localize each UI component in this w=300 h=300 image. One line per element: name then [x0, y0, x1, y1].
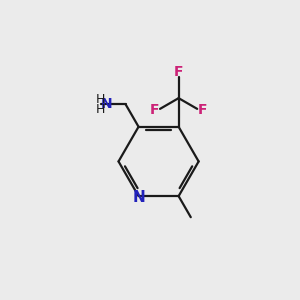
Text: H: H: [95, 93, 105, 106]
Text: N: N: [132, 190, 145, 205]
Text: F: F: [174, 64, 183, 79]
Text: F: F: [150, 103, 160, 117]
Text: F: F: [198, 103, 207, 117]
Text: N: N: [101, 98, 112, 112]
Text: H: H: [95, 103, 105, 116]
